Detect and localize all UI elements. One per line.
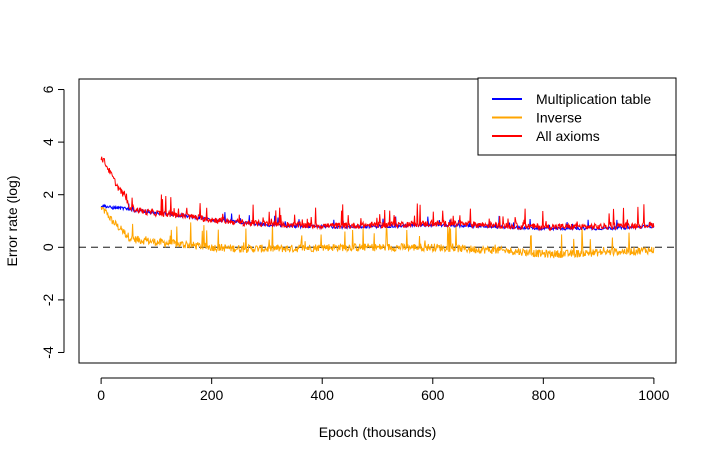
x-tick-label: 600 — [421, 387, 445, 403]
y-tick-label: -4 — [40, 346, 56, 359]
y-tick-label: 2 — [40, 191, 56, 199]
y-tick-label: 0 — [40, 243, 56, 251]
x-tick-label: 0 — [97, 387, 105, 403]
y-tick-label: 4 — [40, 138, 56, 146]
x-tick-label: 1000 — [638, 387, 669, 403]
x-tick-label: 200 — [200, 387, 224, 403]
x-axis-label: Epoch (thousands) — [319, 424, 437, 440]
legend-label: Multiplication table — [536, 91, 651, 107]
plot-frame — [78, 78, 677, 364]
series-line-1 — [100, 205, 655, 259]
y-tick-label: 6 — [40, 85, 56, 93]
legend-label: Inverse — [536, 110, 582, 126]
series-layer — [100, 156, 655, 259]
x-axis: 0 200 400 600 800 1000 — [97, 377, 670, 403]
series-line-2 — [100, 156, 655, 232]
x-tick-label: 400 — [311, 387, 335, 403]
y-tick-label: -2 — [40, 293, 56, 306]
legend-label: All axioms — [536, 128, 600, 144]
legend: Multiplication table Inverse All axioms — [477, 77, 677, 156]
x-tick-label: 800 — [532, 387, 556, 403]
y-axis-label: Error rate (log) — [4, 175, 20, 266]
y-axis: -4 -2 0 2 4 6 — [40, 85, 65, 359]
